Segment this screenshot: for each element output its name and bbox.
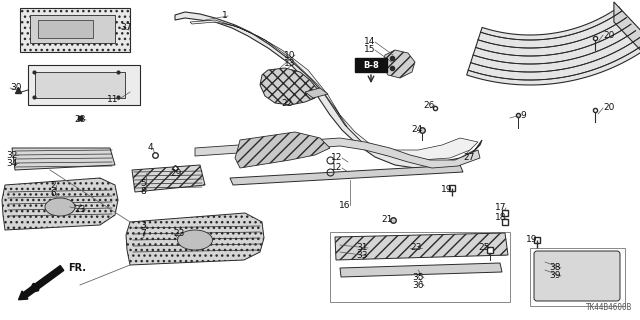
- Text: 10: 10: [284, 51, 295, 60]
- Text: 4: 4: [147, 143, 153, 153]
- Bar: [530, 248, 625, 306]
- Text: 31: 31: [356, 244, 368, 252]
- Text: 20: 20: [603, 103, 614, 113]
- Text: 23: 23: [173, 228, 184, 237]
- Text: 30: 30: [10, 84, 22, 92]
- Text: 5: 5: [140, 179, 146, 188]
- Text: 22: 22: [282, 99, 293, 108]
- Text: 33: 33: [356, 252, 368, 260]
- Polygon shape: [190, 20, 478, 160]
- Text: 26: 26: [424, 100, 435, 109]
- Polygon shape: [614, 2, 640, 63]
- Polygon shape: [235, 132, 330, 168]
- Text: 19: 19: [525, 236, 537, 244]
- Polygon shape: [12, 148, 115, 170]
- Text: 6: 6: [51, 188, 56, 197]
- FancyBboxPatch shape: [534, 251, 620, 301]
- Text: 9: 9: [520, 110, 525, 119]
- Text: 16: 16: [339, 201, 350, 210]
- Text: 18: 18: [495, 213, 506, 222]
- Polygon shape: [28, 65, 140, 105]
- Text: 12: 12: [331, 154, 342, 163]
- Text: 35: 35: [413, 274, 424, 283]
- Text: 2: 2: [51, 180, 56, 189]
- Text: 17: 17: [495, 204, 506, 212]
- Polygon shape: [260, 68, 318, 105]
- Text: 25: 25: [479, 244, 490, 252]
- Text: TK44B4600B: TK44B4600B: [586, 303, 632, 312]
- Text: 8: 8: [140, 187, 146, 196]
- Text: 37: 37: [120, 23, 131, 33]
- Text: 27: 27: [463, 153, 474, 162]
- Polygon shape: [132, 165, 205, 192]
- Bar: [35, 72, 125, 98]
- Text: 34: 34: [6, 158, 18, 167]
- Bar: [30, 15, 115, 43]
- Text: 32: 32: [6, 150, 18, 159]
- Text: 24: 24: [412, 125, 423, 134]
- Polygon shape: [195, 138, 480, 168]
- Text: B-8: B-8: [363, 60, 379, 69]
- Text: 7: 7: [140, 228, 146, 237]
- Text: 3: 3: [140, 220, 146, 229]
- Text: FR.: FR.: [68, 263, 86, 273]
- Text: 23: 23: [75, 205, 86, 214]
- Polygon shape: [230, 165, 463, 185]
- Polygon shape: [126, 213, 264, 265]
- Polygon shape: [467, 7, 640, 85]
- Text: 21: 21: [381, 215, 393, 225]
- Text: 36: 36: [413, 282, 424, 291]
- Text: 39: 39: [550, 271, 561, 281]
- Text: 28: 28: [75, 116, 86, 124]
- Polygon shape: [335, 233, 508, 260]
- Text: 11: 11: [106, 95, 118, 105]
- Text: 29: 29: [170, 169, 181, 178]
- Text: 20: 20: [603, 30, 614, 39]
- Text: 23: 23: [411, 244, 422, 252]
- Bar: [330, 232, 510, 302]
- Polygon shape: [340, 263, 502, 277]
- Polygon shape: [305, 88, 328, 98]
- Polygon shape: [20, 8, 130, 52]
- Polygon shape: [2, 178, 118, 230]
- Text: 12: 12: [331, 164, 342, 172]
- Bar: [355, 58, 387, 72]
- Bar: [38, 20, 93, 38]
- Text: 13: 13: [284, 59, 295, 68]
- Text: 14: 14: [364, 37, 375, 46]
- Polygon shape: [175, 12, 482, 168]
- Text: 19: 19: [440, 186, 452, 195]
- Text: 38: 38: [550, 263, 561, 273]
- FancyArrow shape: [19, 266, 64, 300]
- Ellipse shape: [177, 230, 212, 250]
- Ellipse shape: [45, 198, 75, 216]
- Text: 1: 1: [222, 12, 228, 20]
- Polygon shape: [382, 50, 415, 78]
- Text: 15: 15: [364, 45, 375, 54]
